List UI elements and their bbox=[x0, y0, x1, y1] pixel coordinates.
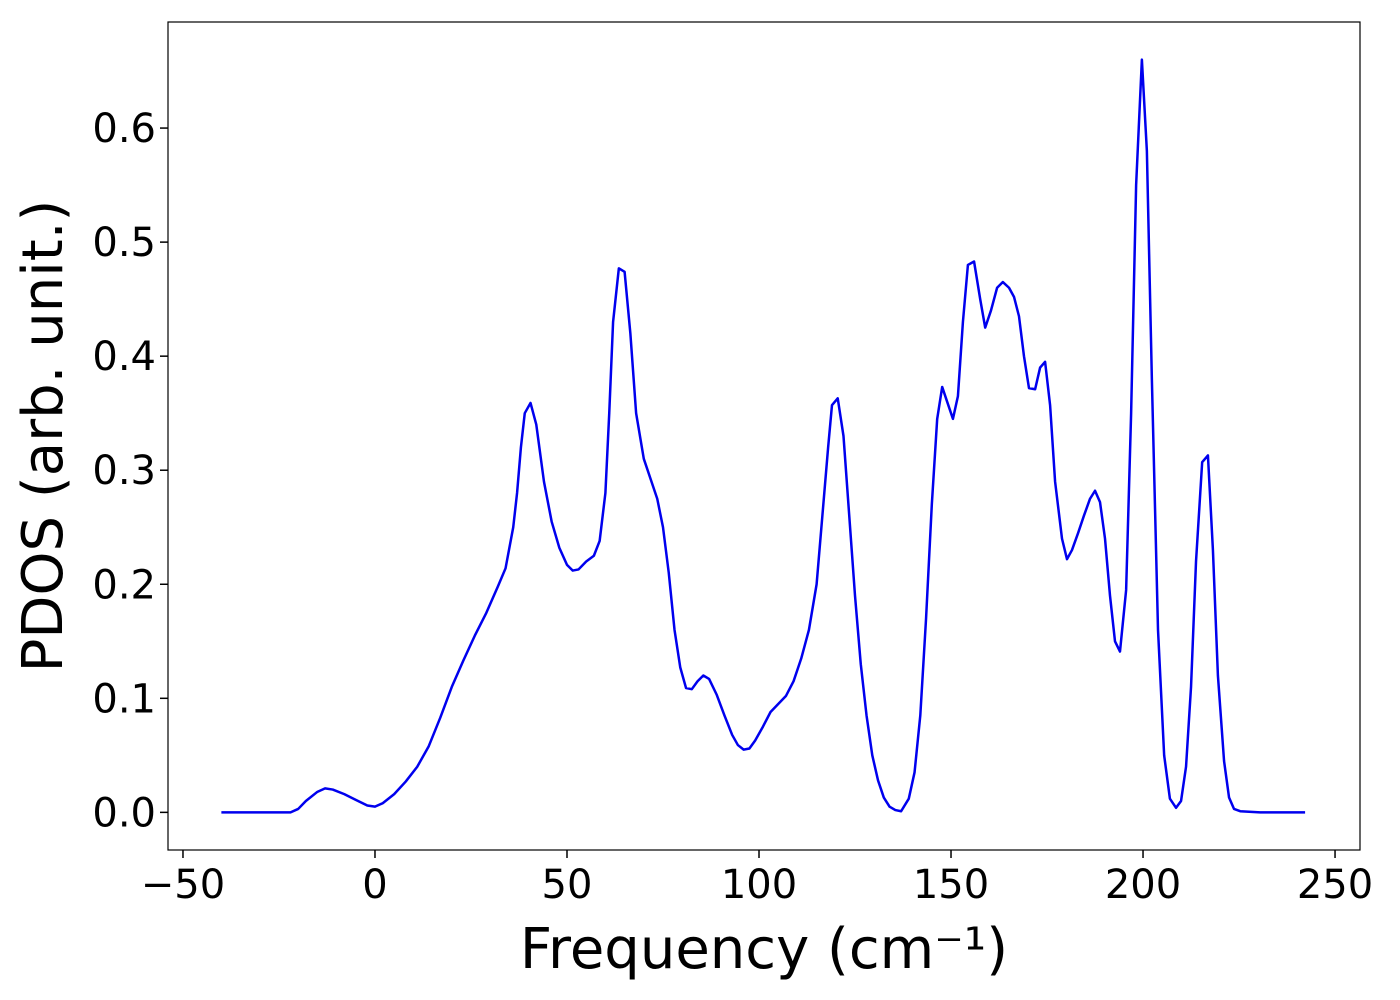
x-tick-label: 50 bbox=[542, 862, 593, 908]
x-tick-label: 200 bbox=[1105, 862, 1181, 908]
y-tick-label: 0.0 bbox=[92, 790, 156, 836]
y-tick-label: 0.5 bbox=[92, 220, 156, 266]
y-tick-label: 0.3 bbox=[92, 448, 156, 494]
x-tick-label: −50 bbox=[141, 862, 225, 908]
y-tick-label: 0.1 bbox=[92, 676, 156, 722]
y-tick-label: 0.2 bbox=[92, 562, 156, 608]
plot-frame bbox=[167, 21, 1361, 851]
x-tick-label: 100 bbox=[721, 862, 797, 908]
x-tick-label: 0 bbox=[362, 862, 387, 908]
x-tick-label: 250 bbox=[1297, 862, 1373, 908]
y-tick-label: 0.6 bbox=[92, 106, 156, 152]
pdos-line bbox=[221, 58, 1306, 814]
x-axis-label: Frequency (cm⁻¹) bbox=[520, 917, 1008, 982]
x-tick-label: 150 bbox=[913, 862, 989, 908]
y-tick-label: 0.4 bbox=[92, 334, 156, 380]
y-axis-label: PDOS (arb. unit.) bbox=[11, 200, 76, 673]
